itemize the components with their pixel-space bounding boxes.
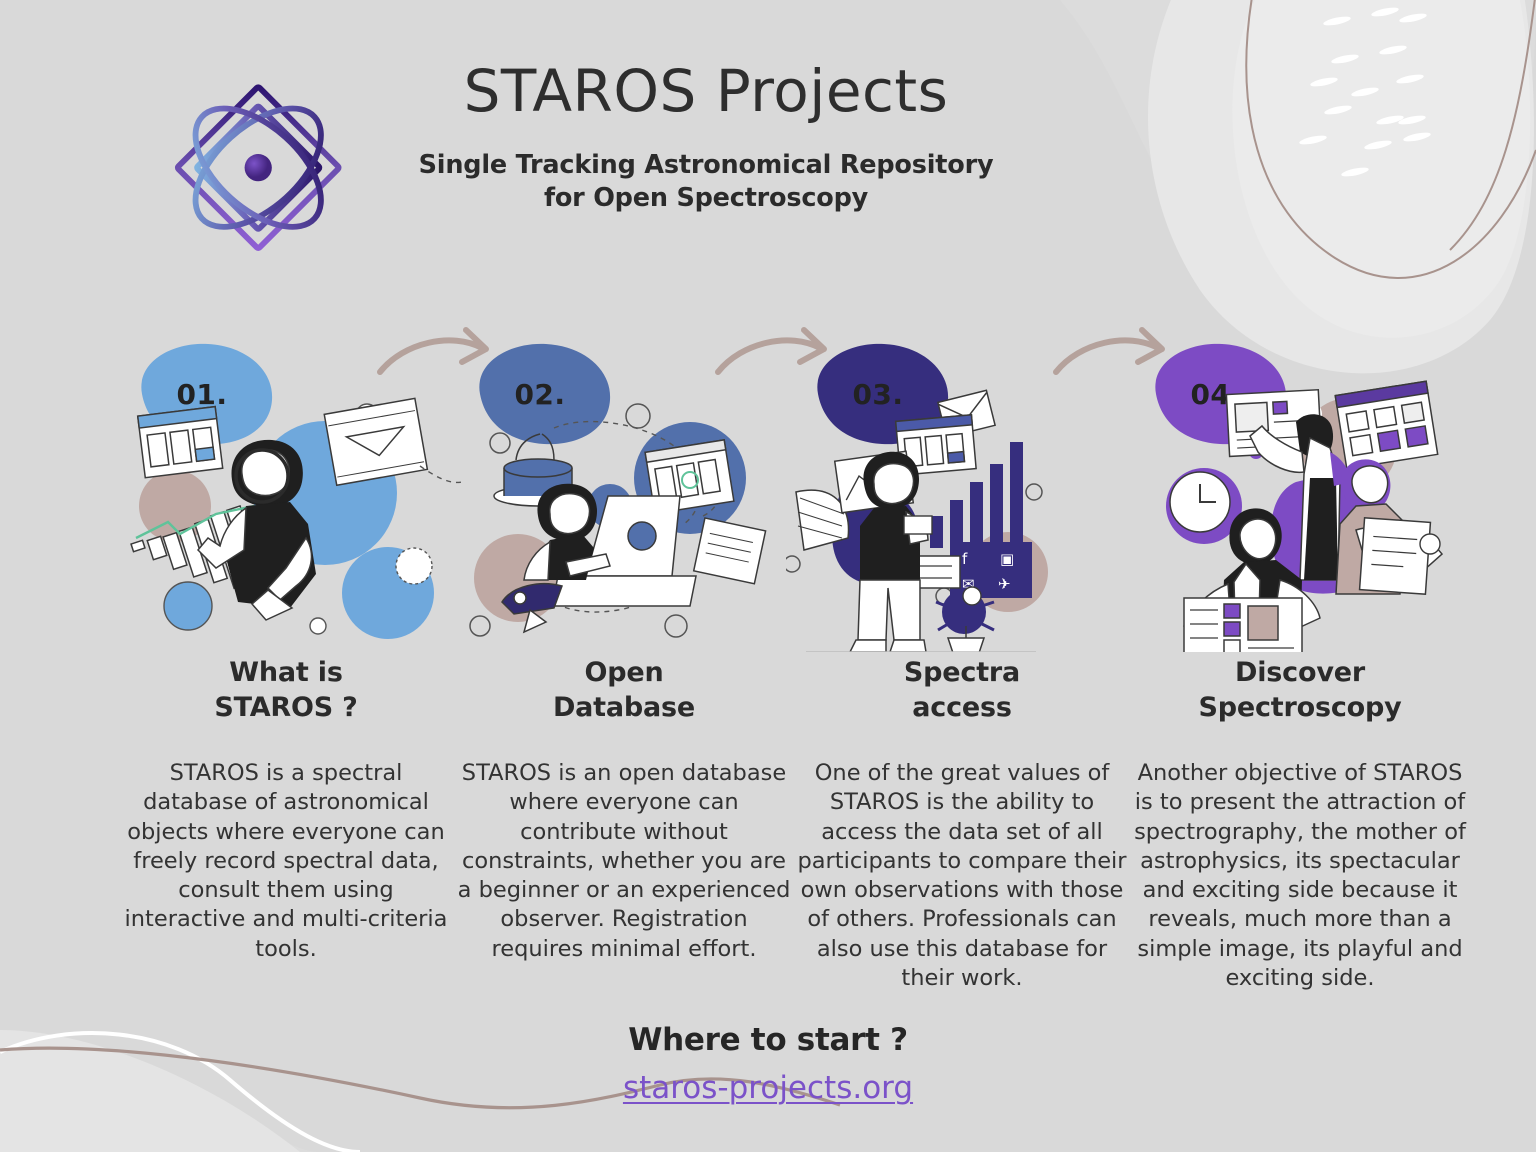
page-subtitle: Single Tracking Astronomical Repository … [396, 149, 1016, 216]
step-column-3: 03. [786, 318, 1165, 1018]
page-title: STAROS Projects [463, 57, 949, 125]
instagram-icon: ▣ [1000, 550, 1014, 568]
step-2-heading-line-1: Open [584, 657, 664, 688]
step-1-body: STAROS is a spectral database of astrono… [124, 760, 448, 962]
bg-blob-top-right-large [1060, 0, 1536, 282]
footer-question: Where to start ? [628, 1022, 908, 1058]
step-1-arrow-icon [377, 327, 489, 375]
step-1-heading-line-2: STAROS ? [214, 691, 358, 723]
subtitle-line-2: for Open Spectroscopy [543, 183, 869, 214]
step-column-2: 02. [448, 318, 827, 1018]
facebook-icon: f [962, 550, 968, 568]
step-2-arrow-icon [715, 327, 827, 375]
step-1-illustration [130, 397, 462, 639]
step-1-heading-line-1: What is [229, 657, 343, 688]
step-column-4: 04. [1124, 318, 1476, 1018]
step-3-number: 03. [852, 377, 904, 411]
step-3-heading-line-2: access [912, 691, 1012, 723]
step-4-heading-line-2: Spectroscopy [1198, 691, 1402, 723]
title-block: STAROS Projects Single Tracking Astronom… [396, 60, 1016, 216]
step-3-illustration: f ▣ ✉ ✈ [786, 389, 1048, 652]
footer: Where to start ? staros-projects.org [0, 1022, 1536, 1106]
bg-blob-top-right-lighter [1232, 0, 1531, 338]
bg-dash-pattern [1299, 7, 1431, 177]
bg-curve-top-right-2 [1449, 0, 1536, 251]
step-column-1: 01. [110, 318, 489, 1018]
step-4-heading: Discover Spectroscopy [1124, 656, 1476, 725]
step-3-arrow-icon [1053, 327, 1165, 375]
header: STAROS Projects Single Tracking Astronom… [0, 36, 1100, 266]
steps-section: 01. [0, 318, 1536, 1018]
step-4-heading-line-1: Discover [1235, 657, 1365, 688]
step-3-body: One of the great values of STAROS is the… [797, 760, 1127, 991]
step-2-number-blob [479, 343, 611, 445]
step-1-heading: What is STAROS ? [110, 656, 462, 725]
bg-blob-bottom-left-light [0, 1114, 210, 1152]
step-2-body: STAROS is an open database where everyon… [457, 760, 791, 962]
step-3-heading: Spectra access [786, 656, 1138, 725]
step-4-illustration [1166, 380, 1444, 652]
step-3-heading-line-1: Spectra [903, 657, 1021, 688]
step-1-artwork: 01. [110, 318, 489, 648]
step-2-heading-line-2: Database [552, 691, 696, 723]
step-2-number: 02. [514, 377, 566, 411]
staros-atom-logo [174, 84, 342, 251]
subtitle-line-1: Single Tracking Astronomical Repository [418, 149, 994, 180]
step-4-body: Another objective of STAROS is to presen… [1134, 760, 1466, 991]
staros-website-link[interactable]: staros-projects.org [622, 1070, 914, 1106]
step-2-illustration [469, 403, 767, 638]
bg-curve-top-right-1 [1245, 0, 1536, 279]
step-4-artwork: 04. [1124, 318, 1476, 652]
step-2-heading: Open Database [448, 656, 800, 725]
twitter-icon: ✈ [998, 575, 1011, 593]
step-2-artwork: 02. [448, 318, 827, 648]
step-1-number: 01. [176, 377, 228, 411]
step-3-artwork: 03. [786, 318, 1165, 652]
